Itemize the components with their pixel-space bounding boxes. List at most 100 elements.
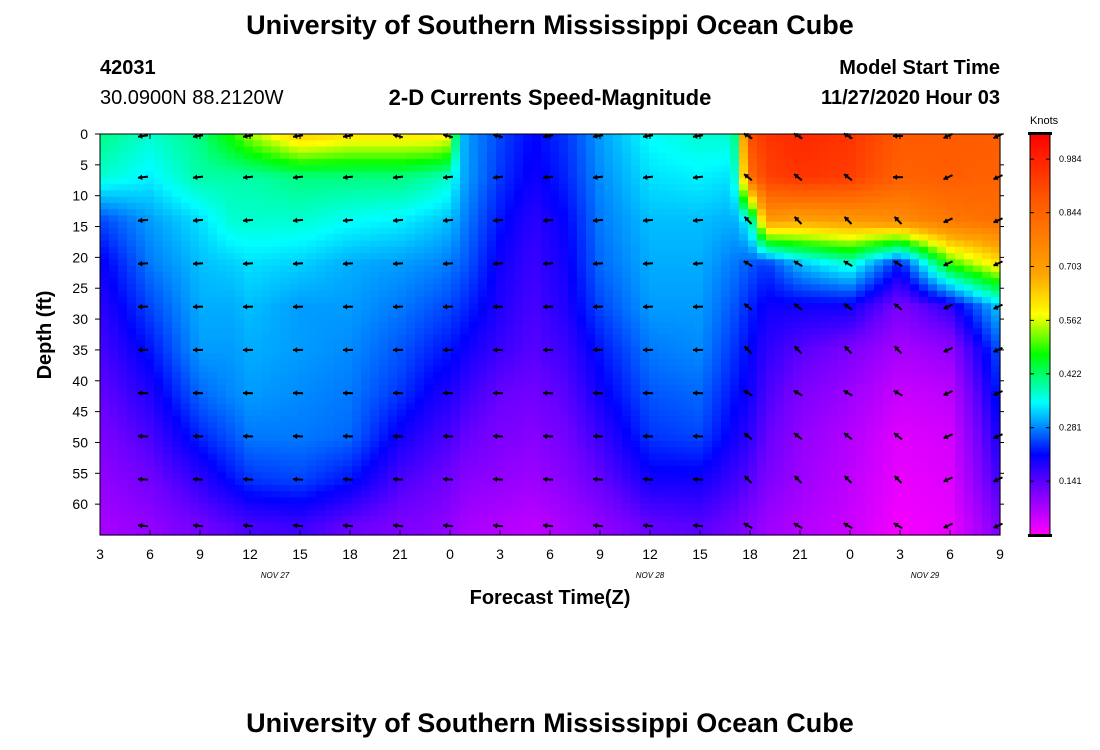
heat-cell xyxy=(568,171,578,179)
heat-cell xyxy=(280,240,290,248)
heat-cell xyxy=(415,359,425,367)
heat-cell xyxy=(505,428,515,436)
heat-cell xyxy=(190,497,200,505)
heat-cell xyxy=(703,165,713,173)
heat-cell xyxy=(271,209,281,217)
heat-cell xyxy=(226,209,236,217)
heat-cell xyxy=(307,234,317,242)
heat-cell xyxy=(712,253,722,260)
heat-cell xyxy=(568,447,578,455)
heat-cell xyxy=(793,359,803,367)
heat-cell xyxy=(217,165,227,173)
heat-cell xyxy=(748,227,758,235)
heat-cell xyxy=(505,265,515,273)
heat-cell xyxy=(379,334,389,342)
heat-cell xyxy=(568,134,578,141)
heat-cell xyxy=(703,453,713,461)
heat-cell xyxy=(208,290,218,298)
heat-cell xyxy=(451,415,461,423)
heat-cell xyxy=(478,378,488,386)
heat-cell xyxy=(775,472,785,480)
heat-cell xyxy=(550,422,560,430)
heat-cell xyxy=(415,296,425,304)
heat-cell xyxy=(145,422,155,430)
heat-cell xyxy=(199,171,209,179)
heat-cell xyxy=(703,353,713,361)
heat-cell xyxy=(658,171,668,179)
heat-cell xyxy=(163,353,173,361)
heat-cell xyxy=(298,152,308,160)
heat-cell xyxy=(640,415,650,423)
heat-cell xyxy=(352,328,362,336)
heat-cell xyxy=(199,422,209,430)
heat-cell xyxy=(379,497,389,505)
heat-cell xyxy=(793,466,803,473)
heat-cell xyxy=(784,447,794,455)
heat-cell xyxy=(298,171,308,179)
heat-cell xyxy=(172,509,182,517)
heat-cell xyxy=(460,253,470,260)
heat-cell xyxy=(190,365,200,373)
heat-cell xyxy=(262,347,272,354)
heat-cell xyxy=(145,390,155,398)
chart-title: 2-D Currents Speed-Magnitude xyxy=(388,85,712,110)
heat-cell xyxy=(694,290,704,298)
heat-cell xyxy=(514,328,524,336)
heat-cell xyxy=(613,171,623,179)
heat-cell xyxy=(613,397,623,405)
heat-cell xyxy=(109,140,119,148)
heat-cell xyxy=(505,334,515,342)
heat-cell xyxy=(676,503,686,511)
heat-cell xyxy=(190,466,200,473)
heat-cell xyxy=(136,528,146,536)
heat-cell xyxy=(586,441,596,448)
heat-cell xyxy=(487,334,497,342)
heat-cell xyxy=(199,466,209,473)
heat-cell xyxy=(739,491,749,499)
heat-cell xyxy=(577,246,587,254)
heat-cell xyxy=(676,484,686,492)
heat-cell xyxy=(478,196,488,204)
heat-cell xyxy=(406,516,416,524)
heat-cell xyxy=(667,296,677,304)
heat-cell xyxy=(739,177,749,185)
heat-cell xyxy=(505,303,515,311)
heat-cell xyxy=(208,134,218,141)
heat-cell xyxy=(559,165,569,173)
heat-cell xyxy=(658,503,668,511)
heat-cell xyxy=(505,202,515,210)
heat-cell xyxy=(595,265,605,273)
heat-cell xyxy=(721,315,731,323)
heat-cell xyxy=(505,478,515,486)
heat-cell xyxy=(307,202,317,210)
heat-cell xyxy=(730,422,740,430)
heat-cell xyxy=(361,516,371,524)
heat-cell xyxy=(433,459,443,467)
heat-cell xyxy=(649,428,659,436)
heat-cell xyxy=(334,184,344,191)
heat-cell xyxy=(154,184,164,191)
heat-cell xyxy=(100,328,110,336)
heat-cell xyxy=(775,290,785,298)
heat-cell xyxy=(271,221,281,229)
heat-cell xyxy=(649,309,659,317)
heat-cell xyxy=(406,159,416,166)
heat-cell xyxy=(316,441,326,448)
heat-cell xyxy=(766,177,776,185)
heat-cell xyxy=(253,152,263,160)
heat-cell xyxy=(658,434,668,442)
heat-cell xyxy=(235,278,245,285)
heat-cell xyxy=(442,240,452,248)
heat-cell xyxy=(649,415,659,423)
heat-cell xyxy=(568,403,578,411)
heat-cell xyxy=(361,246,371,254)
heat-cell xyxy=(640,503,650,511)
heat-cell xyxy=(658,190,668,198)
heat-cell xyxy=(685,528,695,536)
heat-cell xyxy=(181,146,191,154)
heat-cell xyxy=(487,303,497,311)
heat-cell xyxy=(343,359,353,367)
heat-cell xyxy=(766,428,776,436)
heat-cell xyxy=(667,259,677,267)
heat-cell xyxy=(352,497,362,505)
